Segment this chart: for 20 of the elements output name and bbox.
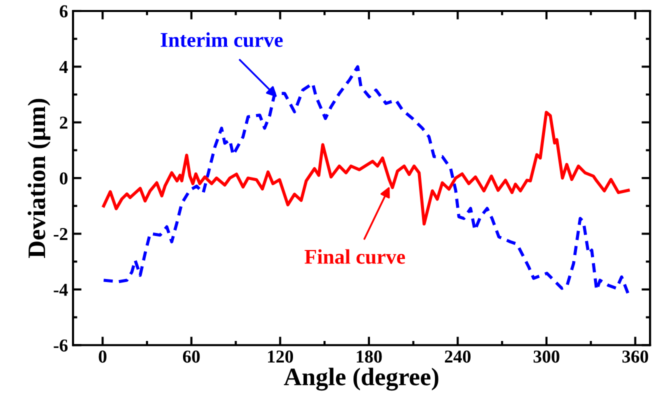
y-tick-label: 0 [60, 172, 68, 185]
y-tick-label: 6 [60, 5, 68, 18]
y-tick-label: 2 [60, 116, 68, 129]
x-tick-label: 120 [268, 350, 294, 363]
line-series [102, 65, 630, 296]
x-axis-title: Angle (degree) [284, 368, 438, 391]
y-tick-label: -2 [54, 228, 68, 240]
y-axis-title: Deviation (μm) [28, 98, 50, 258]
annotation: Final curve [304, 249, 406, 264]
x-tick-label: 0 [98, 350, 106, 363]
x-tick-label: 300 [534, 350, 560, 363]
x-tick-label: 360 [622, 350, 648, 363]
x-tick-label: 60 [182, 350, 200, 363]
y-tick-label: -6 [54, 339, 68, 352]
y-tick-label: 4 [59, 61, 68, 73]
y-tick-label: -4 [54, 284, 68, 296]
x-tick-label: 240 [444, 350, 471, 363]
annotation: Interim curve [160, 32, 283, 48]
line-series [102, 110, 630, 226]
x-tick-label: 180 [356, 350, 382, 363]
